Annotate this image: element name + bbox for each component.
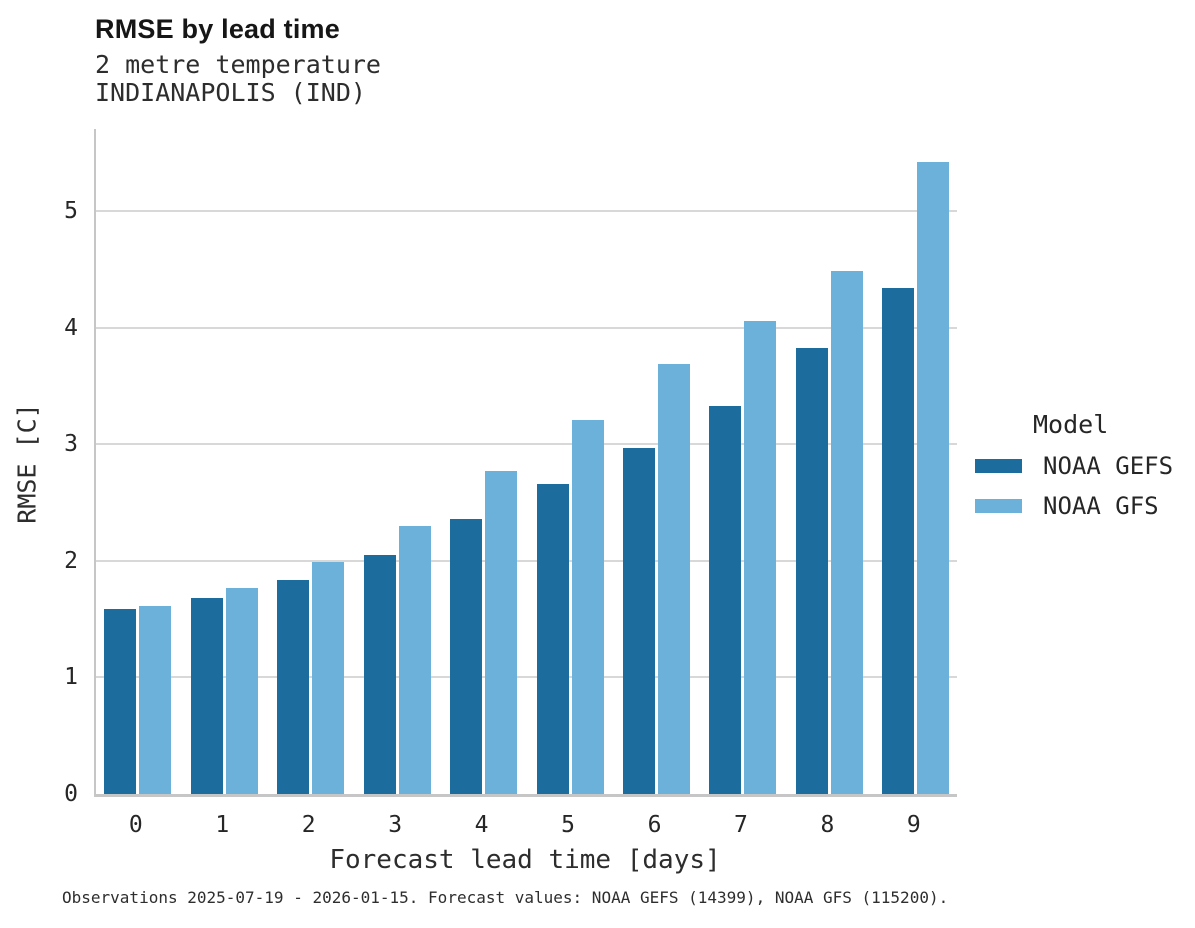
legend-item-noaa-gefs: NOAA GEFS	[975, 452, 1190, 480]
bar-noaa-gfs-day-8	[830, 270, 863, 794]
y-tick-5: 5	[64, 198, 78, 225]
y-tick-0: 0	[64, 781, 78, 807]
bar-noaa-gefs-day-6	[623, 447, 655, 794]
legend-label-noaa-gfs: NOAA GFS	[1043, 492, 1159, 520]
bar-noaa-gfs-day-1	[225, 587, 258, 794]
gridline-y-1	[96, 676, 957, 679]
x-tick-1: 1	[215, 812, 230, 838]
legend-swatch-noaa-gfs	[975, 499, 1022, 513]
gridline-y-4	[96, 326, 957, 329]
x-axis-title: Forecast lead time [days]	[329, 845, 721, 875]
bar-noaa-gefs-day-1	[190, 598, 223, 794]
x-tick-8: 8	[820, 812, 835, 838]
x-tick-9: 9	[906, 812, 921, 838]
y-tick-2: 2	[64, 547, 78, 574]
y-tick-3: 3	[64, 431, 78, 458]
x-tick-3: 3	[388, 812, 403, 838]
bar-noaa-gefs-day-4	[450, 518, 483, 794]
bar-noaa-gefs-day-5	[536, 483, 569, 794]
bar-noaa-gefs-day-9	[882, 288, 915, 794]
bar-noaa-gfs-day-4	[485, 471, 518, 794]
legend-title: Model	[1033, 410, 1109, 439]
bar-noaa-gfs-day-0	[139, 606, 172, 794]
x-tick-2: 2	[301, 812, 316, 838]
bar-noaa-gfs-day-9	[917, 162, 950, 794]
bar-noaa-gefs-day-8	[795, 347, 828, 794]
bar-noaa-gefs-day-3	[363, 555, 396, 794]
gridline-y-3	[96, 443, 957, 446]
y-tick-1: 1	[64, 664, 78, 691]
gridline-y-2	[96, 559, 957, 562]
chart-subtitle-variable: 2 metre temperature	[95, 50, 381, 79]
legend-swatch-noaa-gefs	[975, 459, 1022, 473]
legend-items: NOAA GEFS NOAA GFS	[975, 452, 1190, 520]
x-tick-6: 6	[647, 812, 662, 838]
x-tick-0: 0	[128, 812, 143, 838]
legend-label-noaa-gefs: NOAA GEFS	[1043, 452, 1174, 480]
bar-noaa-gfs-day-2	[312, 562, 345, 794]
bar-noaa-gefs-day-0	[104, 608, 137, 794]
y-tick-4: 4	[64, 314, 78, 341]
plot-area	[94, 129, 957, 797]
gridline-y-5	[96, 210, 957, 213]
bar-noaa-gfs-day-7	[744, 320, 777, 794]
chart-subtitle-station: INDIANAPOLIS (IND)	[95, 78, 366, 107]
legend: Model NOAA GEFS NOAA GFS	[975, 410, 1190, 520]
legend-item-noaa-gfs: NOAA GFS	[975, 492, 1190, 520]
x-tick-7: 7	[734, 812, 748, 838]
x-tick-5: 5	[561, 812, 575, 838]
bar-noaa-gefs-day-7	[709, 405, 742, 794]
footer-caption: Observations 2025-07-19 - 2026-01-15. Fo…	[62, 888, 949, 907]
x-tick-4: 4	[474, 812, 489, 838]
bar-noaa-gefs-day-2	[277, 579, 310, 794]
bar-noaa-gfs-day-3	[398, 525, 431, 794]
chart-title: RMSE by lead time	[95, 14, 340, 44]
bar-noaa-gfs-day-6	[658, 363, 690, 794]
y-axis-title: RMSE [C]	[12, 403, 42, 524]
bar-noaa-gfs-day-5	[571, 419, 604, 794]
